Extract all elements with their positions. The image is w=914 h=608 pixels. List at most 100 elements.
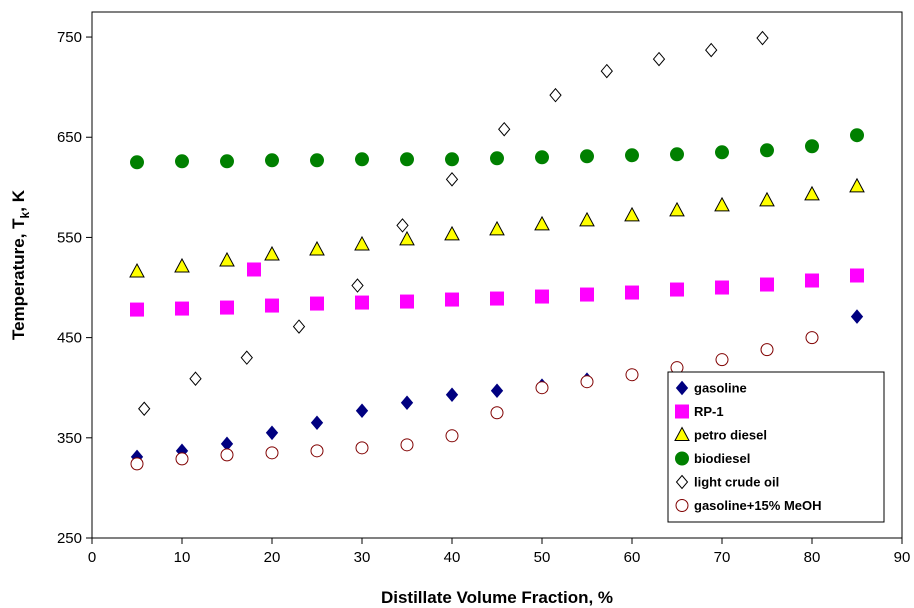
data-point (219, 251, 235, 267)
y-tick-label: 450 (57, 330, 82, 347)
data-point (310, 153, 324, 168)
x-tick-label: 10 (174, 549, 191, 566)
legend-marker (675, 451, 689, 466)
legend-label: light crude oil (694, 475, 779, 490)
data-point (264, 245, 280, 261)
data-point (310, 296, 324, 311)
data-point (355, 441, 369, 455)
data-point (805, 139, 819, 154)
data-point (310, 444, 324, 458)
data-point (625, 148, 639, 163)
data-point (292, 319, 306, 334)
data-point (355, 152, 369, 167)
y-tick-label: 550 (57, 229, 82, 246)
y-axis-title: Temperature, Tk, K (9, 189, 32, 340)
data-point (849, 177, 865, 193)
x-tick-label: 80 (804, 549, 821, 566)
data-point (399, 230, 415, 246)
data-point (715, 353, 729, 367)
data-point (400, 152, 414, 167)
legend-label: biodiesel (694, 451, 750, 466)
data-point (400, 294, 414, 309)
x-axis: 0 10 20 30 40 50 60 70 80 90 (88, 538, 911, 566)
legend-box (667, 371, 885, 523)
data-point (130, 155, 144, 170)
series-biodiesel (130, 128, 864, 170)
data-point (175, 452, 189, 466)
data-point (445, 292, 459, 307)
data-point (534, 215, 550, 231)
data-point (705, 42, 718, 58)
y-axis: 250 350 450 550 650 750 (57, 29, 92, 547)
legend-marker (675, 474, 689, 490)
data-point (400, 395, 414, 411)
data-point (625, 285, 639, 300)
data-point (354, 235, 370, 251)
data-point (490, 291, 504, 306)
series-gasoline-15-meoh (130, 331, 819, 471)
legend-label: gasoline+15% MeOH (694, 498, 822, 513)
data-point (351, 278, 364, 293)
data-point (850, 309, 864, 324)
data-point (760, 343, 774, 357)
data-point (175, 301, 189, 316)
x-tick-label: 90 (894, 549, 911, 566)
data-point (265, 446, 279, 460)
legend-label: gasoline (694, 381, 747, 396)
data-point (715, 145, 729, 160)
data-point (490, 383, 504, 398)
data-point (265, 425, 279, 441)
data-point (549, 87, 562, 103)
data-point (670, 147, 684, 162)
data-point (580, 149, 594, 164)
data-point (760, 143, 774, 158)
data-point (130, 457, 144, 471)
data-point (490, 406, 504, 420)
legend-entry: RP-1 (675, 404, 724, 419)
legend: gasoline RP-1 petro diesel biodiesel light c… (667, 371, 885, 523)
x-tick-label: 70 (714, 549, 731, 566)
data-point (445, 172, 459, 187)
y-tick-label: 750 (57, 29, 82, 46)
data-point (396, 218, 409, 233)
y-axis-title-unit: , K (9, 189, 28, 211)
legend-entry: biodiesel (675, 451, 750, 466)
data-point (309, 240, 325, 256)
data-point (189, 371, 202, 386)
data-point (247, 262, 261, 277)
data-point (445, 152, 459, 167)
data-point (669, 201, 685, 217)
legend-entry: gasoline+15% MeOH (675, 498, 822, 513)
data-point (498, 121, 511, 137)
data-point (490, 151, 504, 166)
data-point (805, 331, 819, 345)
legend-marker (675, 404, 689, 419)
data-point (129, 262, 145, 278)
data-point (580, 287, 594, 302)
data-point (138, 401, 151, 417)
data-point (715, 280, 729, 295)
data-point (355, 295, 369, 310)
x-tick-label: 40 (444, 549, 461, 566)
legend-marker (675, 499, 689, 512)
data-point (220, 154, 234, 169)
legend-marker (674, 426, 690, 441)
data-point (445, 387, 459, 403)
data-point (625, 368, 639, 382)
x-tick-label: 60 (624, 549, 641, 566)
legend-entry: light crude oil (675, 474, 779, 490)
data-point (850, 128, 864, 143)
data-point (804, 185, 820, 201)
y-tick-label: 350 (57, 430, 82, 447)
legend-label: RP-1 (694, 404, 724, 419)
data-point (850, 268, 864, 283)
data-point (624, 206, 640, 222)
data-point (240, 350, 253, 365)
data-point (175, 154, 189, 169)
data-point (220, 448, 234, 462)
data-point (400, 438, 414, 452)
data-point (310, 415, 324, 431)
y-axis-title-subscript: k (18, 211, 32, 218)
x-tick-label: 0 (88, 549, 96, 566)
